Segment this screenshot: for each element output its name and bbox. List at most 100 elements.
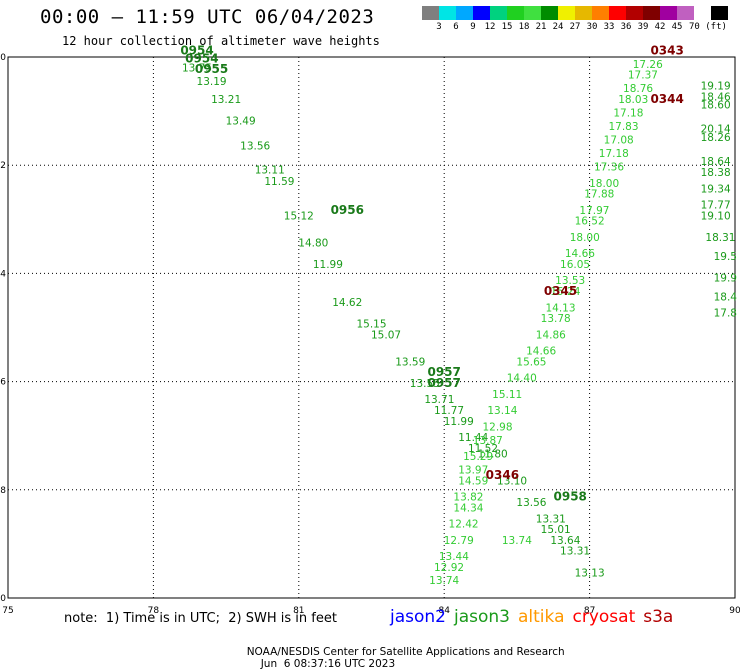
wave-height-label: 14.40 xyxy=(507,373,537,385)
wave-height-label: 15.65 xyxy=(516,356,546,368)
wave-height-label: 13.75 xyxy=(182,63,212,75)
wave-height-label: 18.31 xyxy=(705,232,735,244)
color-scale-tick: 42 xyxy=(654,22,666,32)
wave-height-label: 13.74 xyxy=(429,575,459,587)
x-tick-label: 87 xyxy=(584,606,595,616)
y-tick-label: -48 xyxy=(0,486,6,496)
wave-height-label: 14.86 xyxy=(536,329,566,341)
color-scale-tick: 21 xyxy=(535,22,547,32)
wave-height-label: 18.46 xyxy=(701,91,731,103)
color-scale-tick: 36 xyxy=(620,22,632,32)
wave-height-label: 17.83 xyxy=(608,121,638,133)
wave-height-label: 19.5 xyxy=(714,251,737,263)
wave-height-label: 13.59 xyxy=(395,356,425,368)
wave-height-label: 18.76 xyxy=(623,83,653,95)
color-swatch xyxy=(711,6,728,20)
wave-height-label: 11.59 xyxy=(264,176,294,188)
plot-frame xyxy=(7,56,736,599)
wave-height-label: 14.62 xyxy=(332,297,362,309)
wave-height-label: 11.77 xyxy=(434,405,464,417)
y-tick-label: -44 xyxy=(0,269,6,279)
color-scale-tick: 15 xyxy=(501,22,513,32)
pass-time-label: 0345 xyxy=(544,284,577,298)
wave-height-label: 16.52 xyxy=(575,216,605,228)
x-tick-label: 90 xyxy=(729,606,740,616)
wave-height-label: 13.10 xyxy=(497,475,527,487)
pass-time-label: 0956 xyxy=(331,203,364,217)
wave-height-label: 14.80 xyxy=(298,237,328,249)
wave-height-label: 17.97 xyxy=(579,205,609,217)
wave-height-label: 13.56 xyxy=(516,497,546,509)
wave-height-label: 14.66 xyxy=(565,248,595,260)
wave-height-label: 17.18 xyxy=(599,148,629,160)
wave-height-label: 17.26 xyxy=(633,59,663,71)
pass-time-label: 0954 xyxy=(180,43,213,57)
pass-time-label: 0344 xyxy=(650,92,683,106)
x-tick-label: 84 xyxy=(438,606,450,616)
legend-altika: altika xyxy=(518,607,565,627)
wave-height-label: 18.38 xyxy=(701,167,731,179)
wave-height-label: 13.71 xyxy=(424,394,454,406)
color-swatch xyxy=(456,6,473,20)
wave-height-label: 11.44 xyxy=(458,432,488,444)
pass-time-label: 0957 xyxy=(427,376,460,390)
wave-height-label: 18.4 xyxy=(714,291,738,303)
wave-height-label: 12.42 xyxy=(449,519,479,531)
wave-height-label: 14.13 xyxy=(545,302,575,314)
wave-height-label: 15.15 xyxy=(356,319,386,331)
wave-height-label: 19.19 xyxy=(701,80,731,92)
wave-height-label: 17.88 xyxy=(584,189,614,201)
color-scale-tick: 27 xyxy=(569,22,581,32)
color-swatch xyxy=(558,6,575,20)
wave-height-label: 12.98 xyxy=(482,421,512,433)
wave-height-label: 13.97 xyxy=(458,465,488,477)
color-swatch xyxy=(439,6,456,20)
units-note: note: 1) Time is in UTC; 2) SWH is in fe… xyxy=(64,611,337,626)
color-swatch xyxy=(609,6,626,20)
wave-height-label: 13.31 xyxy=(536,513,566,525)
wave-height-label: 18.60 xyxy=(701,99,731,111)
wave-height-label: 11.52 xyxy=(468,443,498,455)
wave-height-label: 15.07 xyxy=(371,329,401,341)
color-scale-tick: 9 xyxy=(470,22,476,32)
wave-height-label: 11.80 xyxy=(478,448,508,460)
y-tick-label: -50 xyxy=(0,594,6,604)
wave-height-label: 17.08 xyxy=(604,135,634,147)
chart-subtitle: 12 hour collection of altimeter wave hei… xyxy=(62,34,380,48)
color-scale-tick: 6 xyxy=(453,22,459,32)
x-tick-label: 81 xyxy=(293,606,304,616)
wave-height-label: 12.92 xyxy=(434,562,464,574)
color-scale-tick: 30 xyxy=(586,22,598,32)
wave-height-label: 18.64 xyxy=(701,156,731,168)
wave-height-label: 13.44 xyxy=(439,551,469,563)
wave-height-label: 13.87 xyxy=(473,435,503,447)
wave-height-label: 11.99 xyxy=(444,416,474,428)
wave-height-label: 13.53 xyxy=(555,275,585,287)
credit-text: NOAA/NESDIS Center for Satellite Applica… xyxy=(246,646,565,658)
legend-s3a: s3a xyxy=(643,607,674,627)
color-scale-tick: 70 (ft) xyxy=(689,22,727,32)
wave-height-label: 13.13 xyxy=(575,567,605,579)
wave-height-label: 18.00 xyxy=(570,232,600,244)
wave-height-label: 19.34 xyxy=(701,183,731,195)
color-swatch xyxy=(677,6,694,20)
chart-title: 00:00 – 11:59 UTC 06/04/2023 xyxy=(40,6,375,28)
wave-height-label: 13.14 xyxy=(487,405,517,417)
pass-time-label: 0346 xyxy=(486,468,519,482)
wave-height-label: 15.01 xyxy=(541,524,571,536)
pass-time-label: 0343 xyxy=(650,43,683,57)
color-scale-tick: 3 xyxy=(436,22,442,32)
wave-height-label: 13.82 xyxy=(453,492,483,504)
wave-height-label: 11.99 xyxy=(313,259,343,271)
pass-time-label: 0957 xyxy=(427,365,460,379)
y-tick-label: -42 xyxy=(0,161,6,171)
wave-height-label: 17.37 xyxy=(628,70,658,82)
wave-height-label: 17.36 xyxy=(594,162,624,174)
wave-height-label: 15.12 xyxy=(284,210,314,222)
wave-height-label: 13.56 xyxy=(240,141,270,153)
mission-legend: jason2 jason3 altika cryosat s3a xyxy=(390,607,681,627)
legend-cryosat: cryosat xyxy=(572,607,636,627)
wave-height-label: 19.9 xyxy=(714,273,737,285)
